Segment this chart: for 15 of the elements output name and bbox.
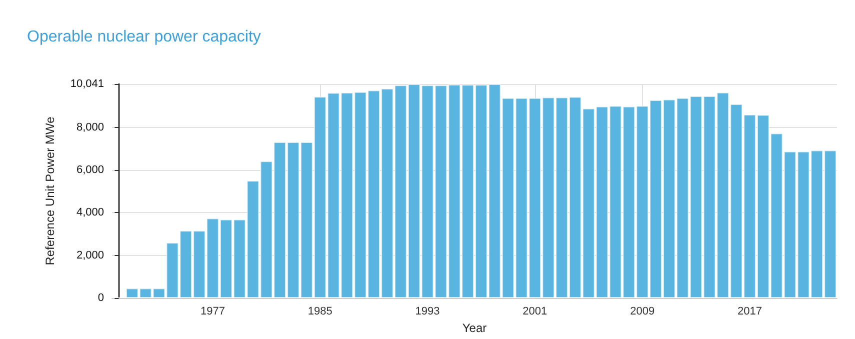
x-tick-label: 1977 (200, 306, 225, 318)
y-tick-label: 10,041 (70, 78, 104, 90)
x-tick-label: 1985 (308, 306, 332, 318)
y-tick-label: 2,000 (76, 249, 104, 262)
y-tick-label: 8,000 (76, 122, 104, 134)
x-tick-label: 2009 (630, 306, 655, 318)
x-axis-title: Year (462, 321, 487, 335)
x-tick-label: 2001 (522, 306, 548, 318)
x-tick-label: 2017 (737, 306, 762, 318)
y-axis-title: Reference Unit Power MWe (43, 116, 57, 266)
y-tick-label: 6,000 (76, 164, 104, 176)
x-tick-label: 1993 (415, 306, 440, 318)
y-tick-label: 0 (98, 292, 104, 304)
chart-title: Operable nuclear power capacity (27, 28, 261, 46)
y-tick-label: 4,000 (76, 206, 104, 219)
